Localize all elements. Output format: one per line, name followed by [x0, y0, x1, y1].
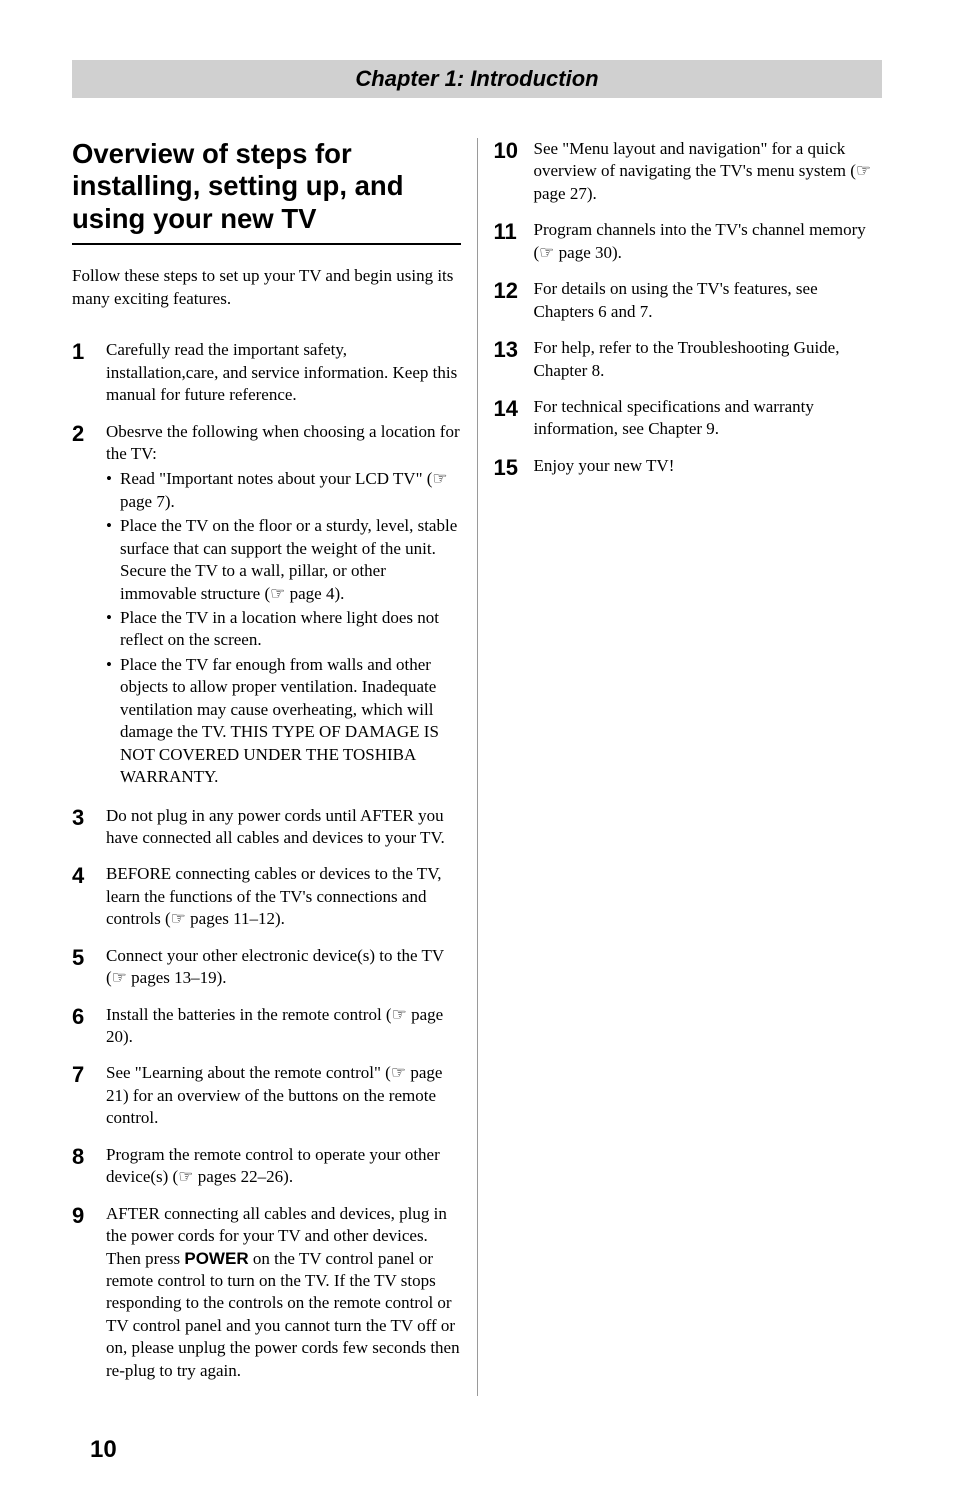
step-6: 6 Install the batteries in the remote co…: [72, 1004, 461, 1049]
step-body: AFTER connecting all cables and devices,…: [106, 1203, 461, 1383]
step-body: Program channels into the TV's channel m…: [534, 219, 883, 264]
step-number: 7: [72, 1062, 106, 1086]
step-number: 3: [72, 805, 106, 829]
bullet-item: Place the TV on the floor or a sturdy, l…: [106, 515, 461, 605]
step-3: 3 Do not plug in any power cords until A…: [72, 805, 461, 850]
step-body: Obesrve the following when choosing a lo…: [106, 421, 461, 791]
step-9: 9 AFTER connecting all cables and device…: [72, 1203, 461, 1383]
two-column-layout: Overview of steps for installing, settin…: [72, 138, 882, 1396]
step-11: 11 Program channels into the TV's channe…: [494, 219, 883, 264]
step-body: Connect your other electronic device(s) …: [106, 945, 461, 990]
page-number: 10: [72, 1436, 882, 1464]
bullet-item: Read "Important notes about your LCD TV"…: [106, 468, 461, 513]
column-divider: [477, 138, 478, 1396]
step-15: 15 Enjoy your new TV!: [494, 455, 883, 479]
step-number: 11: [494, 219, 534, 243]
step-number: 4: [72, 863, 106, 887]
step-body: Do not plug in any power cords until AFT…: [106, 805, 461, 850]
steps-left: 1 Carefully read the important safety, i…: [72, 339, 461, 1382]
step-8: 8 Program the remote control to operate …: [72, 1144, 461, 1189]
step-body: See "Menu layout and navigation" for a q…: [534, 138, 883, 205]
intro-paragraph: Follow these steps to set up your TV and…: [72, 265, 461, 311]
step-number: 9: [72, 1203, 106, 1227]
step-number: 6: [72, 1004, 106, 1028]
step-2-lead: Obesrve the following when choosing a lo…: [106, 422, 460, 463]
page: Chapter 1: Introduction Overview of step…: [0, 0, 954, 1504]
step-body: See "Learning about the remote control" …: [106, 1062, 461, 1129]
step-body: Enjoy your new TV!: [534, 455, 675, 477]
step-number: 13: [494, 337, 534, 361]
step-5: 5 Connect your other electronic device(s…: [72, 945, 461, 990]
step-body: Carefully read the important safety, ins…: [106, 339, 461, 406]
step-13: 13 For help, refer to the Troubleshootin…: [494, 337, 883, 382]
bullet-item: Place the TV far enough from walls and o…: [106, 654, 461, 789]
step-number: 2: [72, 421, 106, 445]
step-1: 1 Carefully read the important safety, i…: [72, 339, 461, 406]
right-column: 10 See "Menu layout and navigation" for …: [494, 138, 883, 1396]
step-number: 8: [72, 1144, 106, 1168]
step-number: 15: [494, 455, 534, 479]
chapter-heading-bar: Chapter 1: Introduction: [72, 60, 882, 98]
step-2: 2 Obesrve the following when choosing a …: [72, 421, 461, 791]
step-body: BEFORE connecting cables or devices to t…: [106, 863, 461, 930]
step-body: For details on using the TV's features, …: [534, 278, 883, 323]
bullet-item: Place the TV in a location where light d…: [106, 607, 461, 652]
step-body: For technical specifications and warrant…: [534, 396, 883, 441]
step-14: 14 For technical specifications and warr…: [494, 396, 883, 441]
step-number: 10: [494, 138, 534, 162]
step-body: Program the remote control to operate yo…: [106, 1144, 461, 1189]
power-label: POWER: [184, 1249, 248, 1268]
bullet-list: Read "Important notes about your LCD TV"…: [106, 468, 461, 788]
step-10: 10 See "Menu layout and navigation" for …: [494, 138, 883, 205]
section-title: Overview of steps for installing, settin…: [72, 138, 461, 245]
left-column: Overview of steps for installing, settin…: [72, 138, 461, 1396]
steps-right: 10 See "Menu layout and navigation" for …: [494, 138, 883, 479]
step-7: 7 See "Learning about the remote control…: [72, 1062, 461, 1129]
step-4: 4 BEFORE connecting cables or devices to…: [72, 863, 461, 930]
step-number: 12: [494, 278, 534, 302]
step-9-post: on the TV control panel or remote contro…: [106, 1249, 460, 1380]
step-number: 1: [72, 339, 106, 363]
step-body: Install the batteries in the remote cont…: [106, 1004, 461, 1049]
step-12: 12 For details on using the TV's feature…: [494, 278, 883, 323]
step-body: For help, refer to the Troubleshooting G…: [534, 337, 883, 382]
step-number: 14: [494, 396, 534, 420]
step-number: 5: [72, 945, 106, 969]
